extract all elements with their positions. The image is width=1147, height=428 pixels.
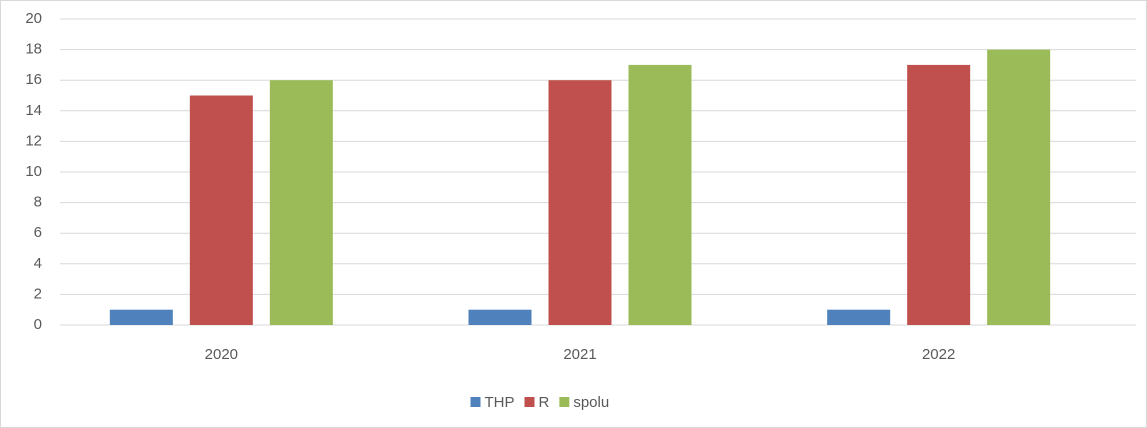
bar — [468, 309, 532, 325]
y-tick-label: 20 — [25, 10, 42, 27]
bar — [827, 309, 891, 325]
x-tick-label: 2022 — [922, 346, 955, 363]
y-tick-label: 4 — [34, 255, 42, 272]
bar — [109, 309, 173, 325]
legend-swatch — [559, 397, 570, 407]
legend-label: spolu — [573, 394, 609, 411]
bar — [987, 49, 1051, 325]
bar — [189, 95, 253, 325]
y-tick-label: 10 — [25, 163, 42, 180]
y-tick-label: 12 — [25, 132, 42, 149]
y-tick-label: 2 — [34, 285, 42, 302]
y-tick-label: 0 — [34, 316, 42, 333]
legend-label: R — [539, 394, 550, 411]
x-tick-label: 2020 — [205, 346, 238, 363]
bar — [269, 80, 333, 325]
bar — [628, 64, 692, 326]
y-tick-label: 6 — [34, 224, 42, 241]
y-tick-label: 8 — [34, 194, 42, 211]
y-tick-label: 14 — [25, 102, 42, 119]
legend-label: THP — [485, 394, 515, 411]
legend-swatch — [470, 397, 481, 407]
y-tick-label: 18 — [25, 41, 42, 58]
y-tick-label: 16 — [25, 71, 42, 88]
bar — [907, 64, 971, 326]
bar — [548, 80, 612, 325]
x-tick-label: 2021 — [563, 346, 596, 363]
legend-swatch — [524, 397, 535, 407]
